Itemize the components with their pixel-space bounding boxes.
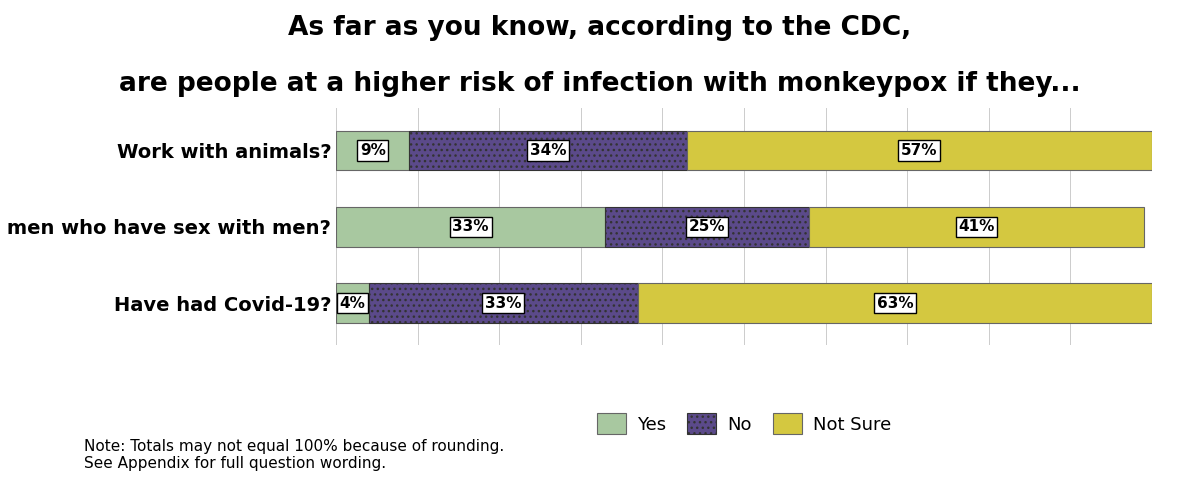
Text: 9%: 9%	[360, 143, 385, 158]
Text: As far as you know, according to the CDC,: As far as you know, according to the CDC…	[288, 15, 912, 41]
Legend: Yes, No, Not Sure: Yes, No, Not Sure	[589, 406, 899, 442]
Text: 63%: 63%	[877, 296, 913, 311]
Bar	[809, 207, 1144, 246]
Bar	[336, 207, 605, 246]
Bar	[686, 131, 1152, 170]
Text: are people at a higher risk of infection with monkeypox if they...: are people at a higher risk of infection…	[119, 71, 1081, 98]
Text: 4%: 4%	[340, 296, 365, 311]
Bar	[409, 131, 686, 170]
Text: 33%: 33%	[452, 219, 488, 234]
Text: Note: Totals may not equal 100% because of rounding.
See Appendix for full quest: Note: Totals may not equal 100% because …	[84, 439, 504, 471]
Bar	[638, 283, 1152, 323]
Text: 33%: 33%	[485, 296, 522, 311]
Bar	[605, 207, 809, 246]
Text: 41%: 41%	[959, 219, 995, 234]
Text: 57%: 57%	[901, 143, 937, 158]
Bar	[368, 283, 638, 323]
Bar	[336, 131, 409, 170]
Text: 34%: 34%	[530, 143, 566, 158]
Bar	[336, 283, 368, 323]
Text: 25%: 25%	[689, 219, 726, 234]
